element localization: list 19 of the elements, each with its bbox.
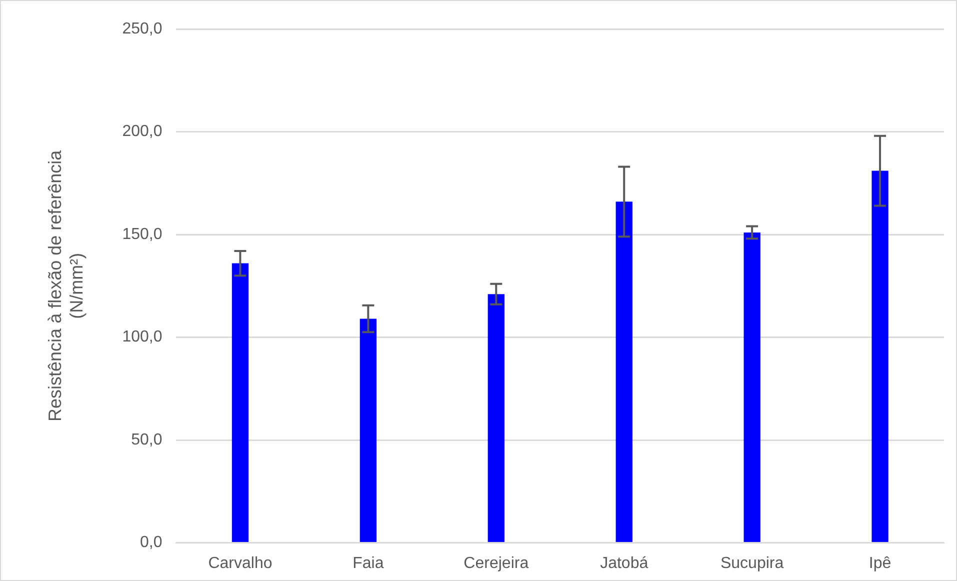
- y-tick-label: 200,0: [122, 123, 162, 140]
- bar: [872, 170, 888, 542]
- x-tick-label: Cerejeira: [464, 554, 529, 572]
- x-tick-label: Ipê: [868, 554, 892, 572]
- y-tick-label: 150,0: [122, 226, 162, 243]
- bar: [488, 294, 504, 542]
- bar: [360, 318, 376, 542]
- x-tick-label: Sucupira: [720, 554, 784, 572]
- x-tick-label: Carvalho: [208, 554, 272, 572]
- bar: [232, 263, 249, 542]
- bar: [744, 232, 760, 542]
- y-tick-label: 0,0: [140, 534, 162, 552]
- y-axis-title: Resistência à flexão de referência (N/mm²): [44, 149, 86, 422]
- bar: [616, 202, 632, 542]
- y-tick-label: 100,0: [122, 328, 162, 346]
- x-tick-label: Faia: [352, 554, 384, 572]
- x-tick-label: Jatobá: [600, 554, 648, 572]
- y-tick-label: 250,0: [122, 20, 162, 38]
- y-tick-label: 50,0: [131, 431, 162, 448]
